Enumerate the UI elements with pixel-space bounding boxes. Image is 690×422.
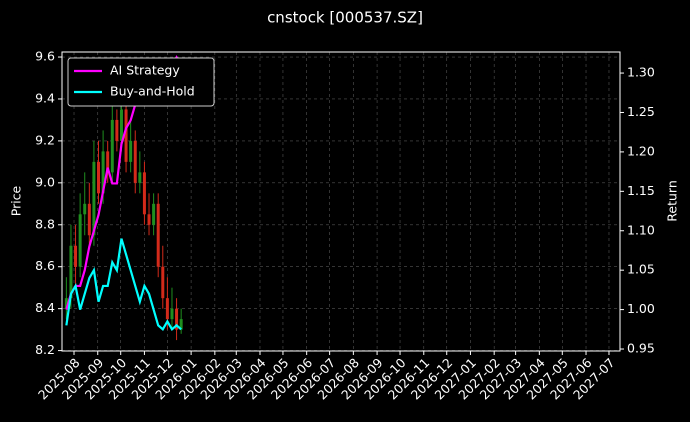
legend: AI Strategy Buy-and-Hold bbox=[67, 57, 215, 107]
candle-body bbox=[161, 266, 165, 299]
y-tick-label: 8.8 bbox=[35, 216, 55, 231]
candle-body bbox=[147, 214, 151, 225]
candle-body bbox=[106, 151, 110, 173]
y-tick-label: 9.4 bbox=[35, 90, 55, 105]
y2-tick-label: 1.15 bbox=[627, 183, 655, 198]
y-tick-label: 8.6 bbox=[35, 258, 55, 273]
y-tick-label: 8.4 bbox=[35, 300, 55, 315]
y2-tick-label: 1.20 bbox=[627, 143, 655, 158]
candle-body bbox=[152, 203, 156, 225]
candle-body bbox=[101, 151, 105, 194]
candle-body bbox=[92, 161, 96, 236]
candle-body bbox=[142, 172, 146, 215]
candle-body bbox=[74, 245, 78, 267]
candle-body bbox=[64, 298, 68, 309]
candle-body bbox=[175, 308, 179, 330]
y-tick-label: 9.2 bbox=[35, 132, 55, 147]
candle-body bbox=[133, 140, 137, 183]
legend-label: Buy-and-Hold bbox=[110, 84, 195, 99]
y2-tick-label: 1.25 bbox=[627, 104, 655, 119]
candle-body bbox=[138, 172, 142, 183]
candle-body bbox=[78, 214, 82, 267]
candle-body bbox=[170, 308, 174, 320]
candle-body bbox=[119, 109, 123, 141]
candle-body bbox=[165, 298, 169, 320]
y2-tick-label: 0.95 bbox=[627, 341, 655, 356]
candle-body bbox=[129, 140, 133, 162]
plot-frame bbox=[61, 51, 621, 352]
candle-body bbox=[69, 245, 73, 299]
candle-body bbox=[124, 109, 128, 162]
y-tick-label: 9.0 bbox=[35, 174, 55, 189]
return-line bbox=[65, 238, 182, 332]
candle-body bbox=[83, 203, 87, 215]
y2-axis-label: Return bbox=[665, 180, 680, 221]
y2-tick-label: 1.30 bbox=[627, 65, 655, 80]
y-axis-label: Price bbox=[9, 185, 24, 216]
candle-body bbox=[97, 161, 101, 194]
candle-body bbox=[179, 319, 183, 330]
candle-body bbox=[110, 119, 114, 173]
y2-tick-label: 1.05 bbox=[627, 262, 655, 277]
legend-box bbox=[67, 57, 215, 107]
chart-title: cnstock [000537.SZ] bbox=[267, 9, 423, 27]
candle-body bbox=[156, 203, 160, 267]
y2-tick-label: 1.00 bbox=[627, 301, 655, 316]
y2-tick-label: 1.10 bbox=[627, 222, 655, 237]
y-tick-label: 8.2 bbox=[35, 342, 55, 357]
candle-body bbox=[87, 203, 91, 236]
y-tick-label: 9.6 bbox=[35, 49, 55, 64]
candle-body bbox=[115, 119, 119, 141]
legend-label: AI Strategy bbox=[110, 63, 180, 78]
